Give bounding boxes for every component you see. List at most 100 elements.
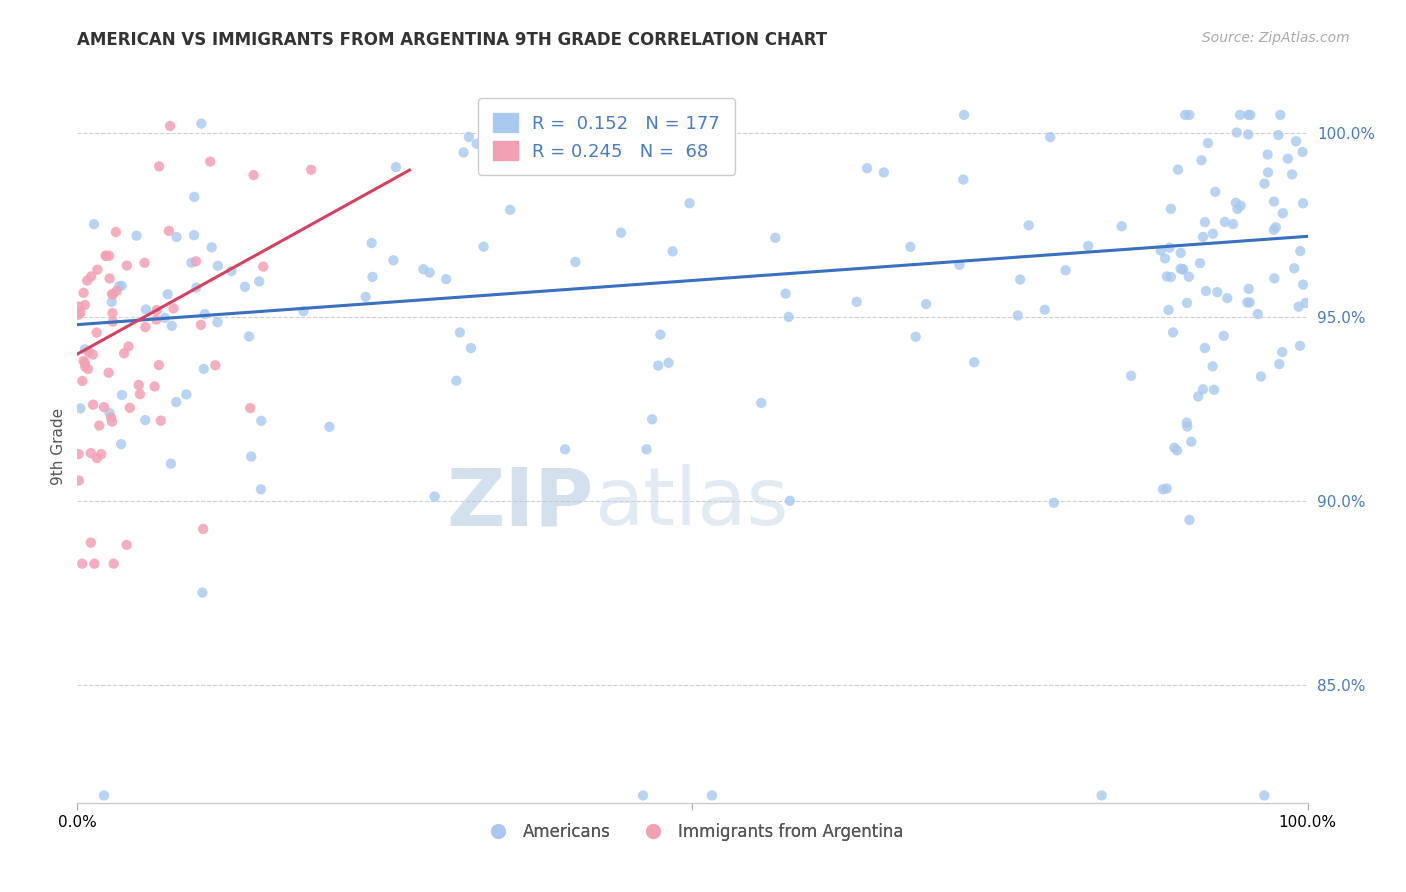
Point xyxy=(67,474,90,488)
Point xyxy=(292,304,315,318)
Point xyxy=(67,300,90,314)
Point xyxy=(1156,482,1178,496)
Point xyxy=(749,396,772,410)
Point xyxy=(1216,291,1239,305)
Point xyxy=(77,345,100,359)
Point xyxy=(1289,244,1312,258)
Point xyxy=(564,108,586,122)
Point xyxy=(128,378,150,392)
Point xyxy=(1201,359,1223,374)
Point xyxy=(610,226,633,240)
Point xyxy=(149,414,172,428)
Point xyxy=(143,379,166,393)
Point xyxy=(100,410,122,425)
Point xyxy=(186,280,208,294)
Point xyxy=(204,359,226,373)
Point xyxy=(948,258,970,272)
Point xyxy=(1253,177,1275,191)
Point xyxy=(104,225,127,239)
Point xyxy=(183,228,205,243)
Point xyxy=(952,172,974,186)
Point xyxy=(1171,262,1194,277)
Point xyxy=(94,249,117,263)
Point xyxy=(76,274,98,288)
Point xyxy=(201,240,224,254)
Point xyxy=(904,330,927,344)
Y-axis label: 9th Grade: 9th Grade xyxy=(51,408,66,484)
Point xyxy=(105,284,128,298)
Point xyxy=(90,447,112,461)
Point xyxy=(101,287,124,301)
Point xyxy=(100,295,122,310)
Point xyxy=(873,165,896,179)
Point xyxy=(101,287,124,301)
Point xyxy=(1257,147,1279,161)
Point xyxy=(1247,307,1270,321)
Point xyxy=(1150,244,1173,258)
Point xyxy=(80,269,103,284)
Point xyxy=(1161,326,1184,340)
Point xyxy=(1121,368,1143,383)
Point xyxy=(247,274,270,288)
Point xyxy=(1292,277,1315,292)
Point xyxy=(69,401,91,416)
Point xyxy=(86,451,108,466)
Point xyxy=(1166,443,1188,458)
Point xyxy=(1039,130,1062,145)
Point xyxy=(1018,219,1040,233)
Point xyxy=(190,318,212,332)
Point xyxy=(457,129,479,144)
Point xyxy=(156,287,179,301)
Point xyxy=(250,414,273,428)
Point xyxy=(641,412,664,426)
Point xyxy=(80,446,103,460)
Point xyxy=(845,294,868,309)
Point xyxy=(1033,302,1056,317)
Point xyxy=(554,442,576,457)
Point xyxy=(82,347,104,361)
Point xyxy=(778,310,800,324)
Point xyxy=(72,374,94,388)
Point xyxy=(1263,223,1285,237)
Point xyxy=(1192,382,1215,396)
Point xyxy=(101,415,124,429)
Point xyxy=(915,297,938,311)
Point xyxy=(1229,108,1251,122)
Point xyxy=(412,262,434,277)
Point xyxy=(67,447,90,461)
Point xyxy=(1156,269,1178,284)
Point xyxy=(1277,152,1299,166)
Point xyxy=(75,359,97,374)
Point xyxy=(194,307,217,321)
Point xyxy=(434,272,457,286)
Point xyxy=(118,401,141,415)
Point xyxy=(1271,206,1294,220)
Point xyxy=(1154,252,1177,266)
Point xyxy=(449,326,471,340)
Point xyxy=(98,271,121,285)
Point xyxy=(1043,496,1066,510)
Point xyxy=(1226,202,1249,216)
Text: Source: ZipAtlas.com: Source: ZipAtlas.com xyxy=(1202,31,1350,45)
Point xyxy=(465,136,488,151)
Point xyxy=(1213,215,1236,229)
Point xyxy=(1159,241,1181,255)
Text: atlas: atlas xyxy=(595,464,789,542)
Point xyxy=(1197,136,1219,150)
Point xyxy=(83,217,105,231)
Legend: Americans, Immigrants from Argentina: Americans, Immigrants from Argentina xyxy=(475,817,910,848)
Point xyxy=(453,145,475,160)
Point xyxy=(360,235,382,250)
Point xyxy=(110,437,132,451)
Point xyxy=(1263,194,1285,209)
Point xyxy=(1281,168,1303,182)
Point xyxy=(115,538,138,552)
Point xyxy=(382,253,405,268)
Point xyxy=(1271,345,1294,359)
Point xyxy=(86,262,108,277)
Point xyxy=(165,395,187,409)
Point xyxy=(252,260,274,274)
Point xyxy=(98,406,121,420)
Point xyxy=(183,190,205,204)
Point xyxy=(160,457,183,471)
